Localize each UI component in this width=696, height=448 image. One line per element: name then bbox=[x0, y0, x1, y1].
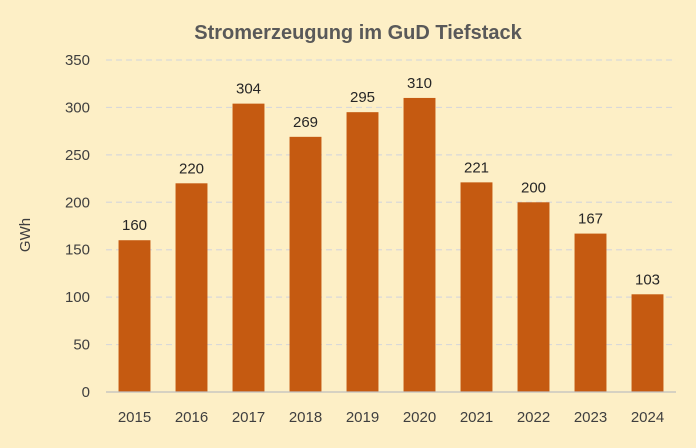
x-tick-label: 2020 bbox=[403, 409, 436, 426]
x-tick-label: 2024 bbox=[631, 409, 664, 426]
x-tick-label: 2022 bbox=[517, 409, 550, 426]
x-tick-label: 2018 bbox=[289, 409, 322, 426]
bar-2021 bbox=[460, 182, 493, 392]
data-label: 269 bbox=[293, 114, 318, 131]
y-tick-label: 0 bbox=[82, 384, 90, 401]
data-labels: 160 220 304 269 295 310 221 200 167 103 bbox=[122, 75, 660, 288]
y-tick-label: 300 bbox=[65, 99, 90, 116]
data-label: 220 bbox=[179, 160, 204, 177]
y-tick-label: 100 bbox=[65, 289, 90, 306]
bar-2023 bbox=[574, 233, 607, 392]
x-tick-label: 2017 bbox=[232, 409, 265, 426]
bar-2024 bbox=[631, 294, 664, 392]
x-tick-label: 2015 bbox=[118, 409, 151, 426]
y-tick-label: 200 bbox=[65, 194, 90, 211]
data-label: 200 bbox=[521, 179, 546, 196]
data-label: 103 bbox=[635, 271, 660, 288]
bars bbox=[118, 97, 664, 393]
chart-title: Stromerzeugung im GuD Tiefstack bbox=[194, 22, 522, 44]
data-label: 310 bbox=[407, 75, 432, 92]
y-tick-labels: 0 50 100 150 200 250 300 350 bbox=[65, 52, 90, 401]
y-tick-label: 350 bbox=[65, 52, 90, 69]
x-tick-label: 2019 bbox=[346, 409, 379, 426]
x-tick-label: 2016 bbox=[175, 409, 208, 426]
data-label: 167 bbox=[578, 211, 603, 228]
data-label: 295 bbox=[350, 89, 375, 106]
bar-2016 bbox=[175, 183, 208, 392]
y-tick-label: 250 bbox=[65, 147, 90, 164]
x-tick-label: 2021 bbox=[460, 409, 493, 426]
bar-2018 bbox=[289, 136, 322, 392]
data-label: 221 bbox=[464, 159, 489, 176]
bar-2020 bbox=[403, 97, 436, 392]
data-label: 304 bbox=[236, 81, 261, 98]
bar-2022 bbox=[517, 202, 550, 392]
x-tick-labels: 2015 2016 2017 2018 2019 2020 2021 2022 2023 2024 bbox=[118, 409, 664, 426]
x-tick-label: 2023 bbox=[574, 409, 607, 426]
bar-2015 bbox=[118, 240, 151, 392]
data-label: 160 bbox=[122, 217, 147, 234]
bar-2019 bbox=[346, 112, 379, 393]
bar-2017 bbox=[232, 103, 265, 393]
y-tick-label: 150 bbox=[65, 242, 90, 259]
y-tick-label: 50 bbox=[73, 337, 90, 354]
y-axis-label: GWh bbox=[17, 218, 34, 252]
